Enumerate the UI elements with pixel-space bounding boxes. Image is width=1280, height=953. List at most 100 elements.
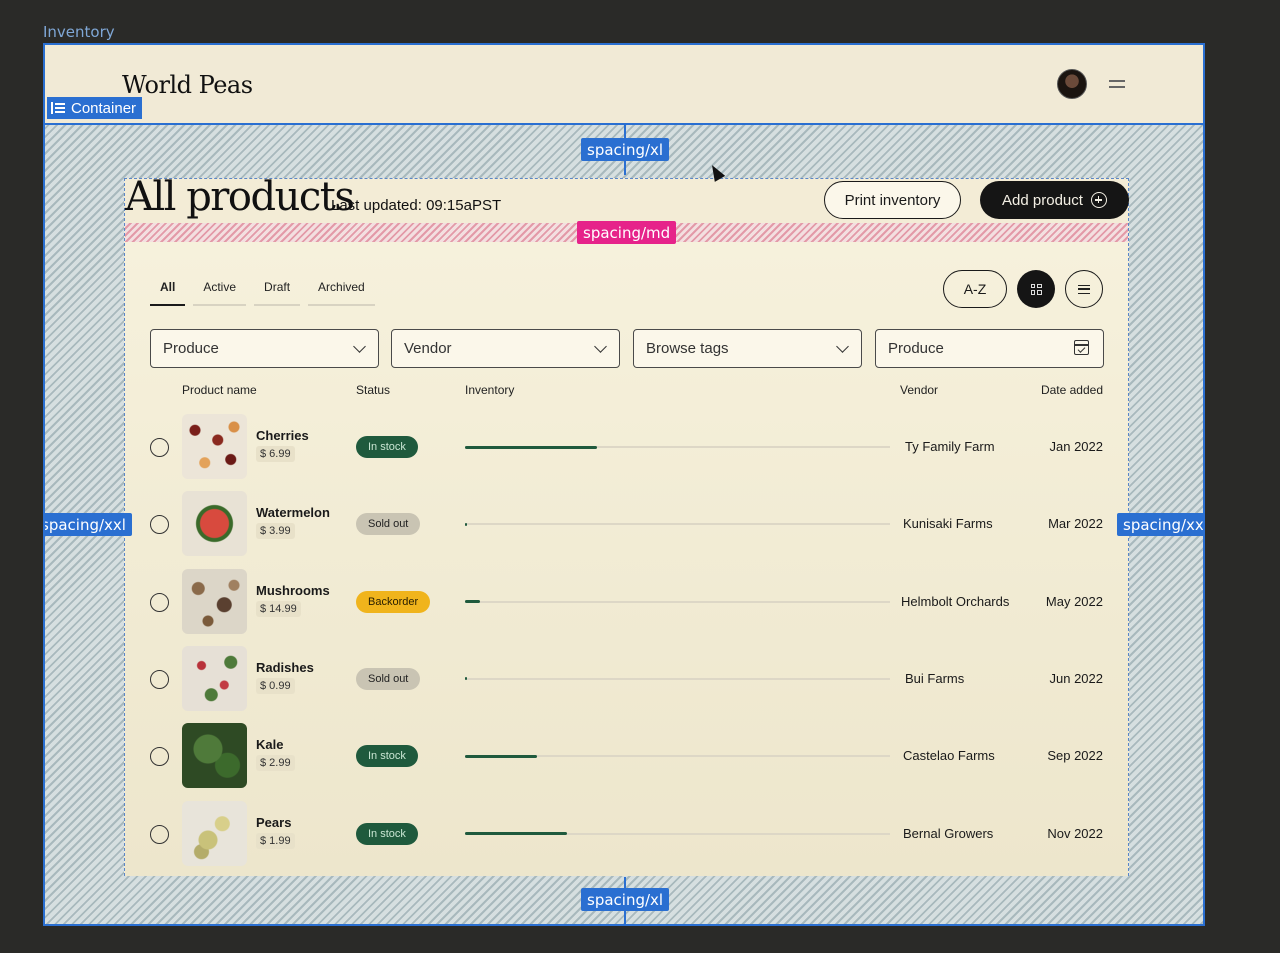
- list-icon: [1078, 284, 1090, 294]
- vendor-select[interactable]: Vendor: [391, 329, 620, 368]
- product-name[interactable]: Mushrooms: [256, 582, 330, 598]
- inventory-bar: [465, 600, 890, 604]
- vendor-name: Bernal Growers: [903, 825, 994, 841]
- tags-select[interactable]: Browse tags: [633, 329, 862, 368]
- plus-circle-icon: [1090, 192, 1107, 208]
- spacing-tag-top: spacing/xl: [581, 138, 670, 161]
- table-row[interactable]: Radishes $ 0.99 Sold out Bui Farms Jun 2022: [125, 639, 1128, 716]
- chevron-down-icon: [836, 340, 849, 353]
- vendor-select-value: Vendor: [404, 340, 452, 357]
- spacing-tag-md: spacing/md: [577, 221, 677, 244]
- product-thumbnail: [182, 800, 247, 866]
- product-thumbnail: [182, 645, 247, 711]
- product-name[interactable]: Cherries: [256, 428, 309, 443]
- row-select-radio[interactable]: [150, 515, 169, 535]
- last-updated: Last updated: 09:15aPST: [331, 197, 502, 214]
- table-row[interactable]: Watermelon $ 3.99 Sold out Kunisaki Farms Ma…: [125, 484, 1128, 561]
- date-added: Nov 2022: [1047, 825, 1103, 841]
- vendor-name: Bui Farms: [905, 670, 965, 686]
- print-inventory-label: Print inventory: [844, 191, 941, 209]
- page-title: All products: [125, 174, 355, 220]
- col-inventory[interactable]: Inventory: [465, 383, 515, 397]
- tags-select-value: Browse tags: [646, 340, 729, 357]
- product-thumbnail: [182, 568, 247, 634]
- vendor-name: Kunisaki Farms: [903, 516, 993, 532]
- product-name[interactable]: Pears: [256, 814, 292, 830]
- col-product-name[interactable]: Product name: [182, 383, 257, 397]
- grid-view-button[interactable]: [1017, 270, 1055, 308]
- product-thumbnail: [182, 491, 247, 557]
- container-tag: Container: [47, 97, 143, 119]
- row-select-radio[interactable]: [150, 592, 169, 612]
- table-row[interactable]: Pears $ 1.99 In stock Bernal Growers Nov 202…: [125, 794, 1128, 871]
- date-added: Jun 2022: [1049, 670, 1104, 686]
- date-added: May 2022: [1045, 593, 1103, 609]
- inventory-frame: World Peas Container spacing/xl spacing/…: [43, 43, 1205, 926]
- product-name[interactable]: Watermelon: [256, 505, 330, 521]
- hamburger-menu-icon[interactable]: [1109, 80, 1125, 88]
- inventory-bar: [465, 522, 890, 526]
- row-select-radio[interactable]: [150, 747, 169, 767]
- status-badge: Sold out: [356, 667, 421, 690]
- col-date-added[interactable]: Date added: [1040, 383, 1103, 397]
- inventory-bar-fill: [465, 445, 597, 449]
- inventory-bar-fill: [465, 677, 467, 681]
- row-select-radio[interactable]: [150, 438, 169, 457]
- chevron-down-icon: [353, 340, 366, 353]
- vendor-name: Ty Family Farm: [905, 439, 995, 454]
- status-badge: In stock: [356, 822, 418, 845]
- sort-az-label: A-Z: [963, 281, 987, 297]
- grid-icon: [1030, 283, 1042, 295]
- product-price: $ 3.99: [256, 523, 295, 540]
- product-price: $ 2.99: [256, 755, 295, 772]
- product-name[interactable]: Kale: [256, 737, 284, 753]
- status-badge: In stock: [356, 436, 418, 458]
- spacing-tag-left: spacing/xxl: [45, 513, 132, 536]
- add-product-label: Add product: [1002, 191, 1083, 209]
- category-select-value: Produce: [163, 340, 219, 357]
- spacing-tag-bottom: spacing/xl: [581, 888, 670, 911]
- table-row[interactable]: Kale $ 2.99 In stock Castelao Farms Sep 2022: [125, 716, 1128, 793]
- table-row[interactable]: Mushrooms $ 14.99 Backorder Helmbolt Orchar…: [125, 562, 1128, 639]
- tab-draft[interactable]: Draft: [254, 276, 301, 306]
- product-thumbnail: [182, 414, 247, 479]
- inventory-bar-fill: [465, 600, 480, 604]
- sort-az-button[interactable]: A-Z: [943, 270, 1007, 308]
- brand-logo[interactable]: World Peas: [122, 71, 253, 99]
- status-badge: Backorder: [356, 590, 431, 613]
- tab-all[interactable]: All: [150, 276, 186, 306]
- product-price: $ 1.99: [256, 832, 295, 849]
- col-status[interactable]: Status: [356, 383, 391, 397]
- tab-active[interactable]: Active: [193, 276, 247, 306]
- auto-layout-icon: [51, 102, 65, 114]
- status-badge: In stock: [356, 745, 418, 768]
- date-added: Sep 2022: [1047, 748, 1103, 764]
- user-avatar[interactable]: [1057, 69, 1087, 99]
- vendor-name: Helmbolt Orchards: [901, 593, 1010, 609]
- inventory-bar-fill: [465, 522, 467, 526]
- product-price: $ 14.99: [256, 600, 301, 617]
- row-select-radio[interactable]: [150, 669, 169, 689]
- date-added: Mar 2022: [1048, 516, 1103, 532]
- chevron-down-icon: [594, 340, 607, 353]
- inventory-bar: [465, 754, 890, 758]
- inventory-bar: [465, 445, 890, 449]
- status-tabs: All Active Draft Archived: [150, 276, 375, 306]
- table-row[interactable]: Cherries $ 6.99 In stock Ty Family Farm Jan …: [125, 407, 1128, 484]
- col-vendor[interactable]: Vendor: [900, 383, 939, 397]
- container-tag-label: Container: [71, 99, 137, 117]
- category-select[interactable]: Produce: [150, 329, 379, 368]
- date-picker[interactable]: Produce: [875, 329, 1104, 368]
- calendar-icon: [1074, 340, 1089, 355]
- product-thumbnail: [182, 723, 247, 789]
- tab-archived[interactable]: Archived: [308, 276, 375, 306]
- inventory-bar-fill: [465, 754, 538, 758]
- print-inventory-button[interactable]: Print inventory: [824, 181, 961, 219]
- product-price: $ 6.99: [256, 446, 295, 462]
- list-view-button[interactable]: [1065, 270, 1103, 308]
- add-product-button[interactable]: Add product: [980, 181, 1129, 219]
- products-table-card: All Active Draft Archived A-Z Produce Ve…: [125, 242, 1128, 876]
- row-select-radio[interactable]: [150, 824, 169, 844]
- date-picker-value: Produce: [888, 340, 944, 357]
- product-name[interactable]: Radishes: [256, 659, 314, 675]
